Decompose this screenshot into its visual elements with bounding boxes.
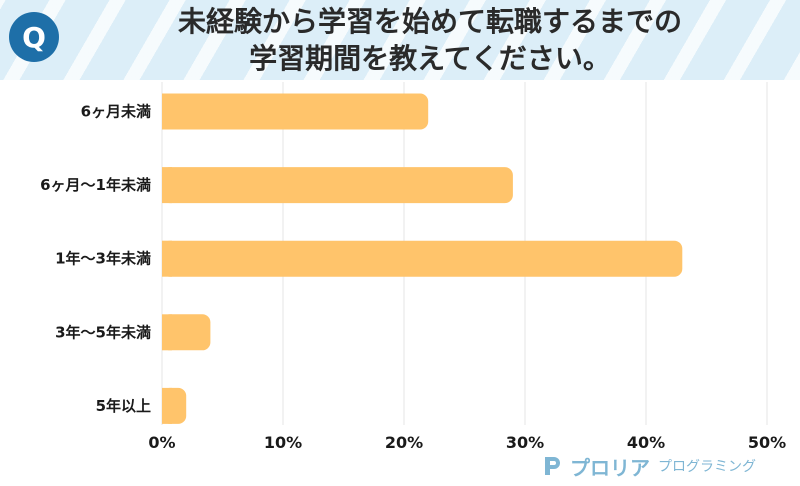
x-tick-label: 30% <box>506 433 544 450</box>
header-banner: Q 未経験から学習を始めて転職するまでの 学習期間を教えてください。 <box>0 0 800 80</box>
bar-base <box>162 314 172 351</box>
logo-subtitle: プログラミング <box>658 459 756 475</box>
x-tick-label: 10% <box>264 433 302 450</box>
category-label: 6ヶ月～1年未満 <box>40 176 151 194</box>
question-badge: Q <box>9 12 59 62</box>
chart-title: 未経験から学習を始めて転職するまでの 学習期間を教えてください。 <box>80 3 780 77</box>
bar <box>162 314 211 351</box>
x-tick-label: 20% <box>385 433 423 450</box>
x-tick-label: 50% <box>748 433 786 450</box>
bar-base <box>162 240 172 277</box>
bar-base <box>162 167 172 204</box>
category-label: 6ヶ月未満 <box>81 103 151 121</box>
bars <box>162 93 683 424</box>
x-tick-label: 40% <box>627 433 665 450</box>
bar-chart: 6ヶ月未満 6ヶ月～1年未満 1年～3年未満 3年～5年未満 5年以上 0% 10% 20%… <box>40 82 786 450</box>
x-tick-label: 0% <box>148 433 175 450</box>
proria-logo-icon <box>545 457 560 475</box>
category-labels: 6ヶ月未満 6ヶ月～1年未満 1年～3年未満 3年～5年未満 5年以上 <box>40 103 151 415</box>
category-label: 3年～5年未満 <box>55 323 151 341</box>
x-axis-tick-labels: 0% 10% 20% 30% 40% 50% <box>148 433 786 450</box>
bar <box>162 93 429 130</box>
bar <box>162 167 513 204</box>
bar-base <box>162 387 172 424</box>
proria-logo: プロリア プログラミング <box>542 452 756 480</box>
category-label: 1年～3年未満 <box>55 250 151 268</box>
category-label: 5年以上 <box>96 397 151 415</box>
chart-title-line-1: 未経験から学習を始めて転職するまでの <box>177 5 682 38</box>
chart-title-line-2: 学習期間を教えてください。 <box>249 42 611 75</box>
bar <box>162 240 683 277</box>
bar-base <box>162 93 172 130</box>
logo-name: プロリア <box>570 455 650 480</box>
